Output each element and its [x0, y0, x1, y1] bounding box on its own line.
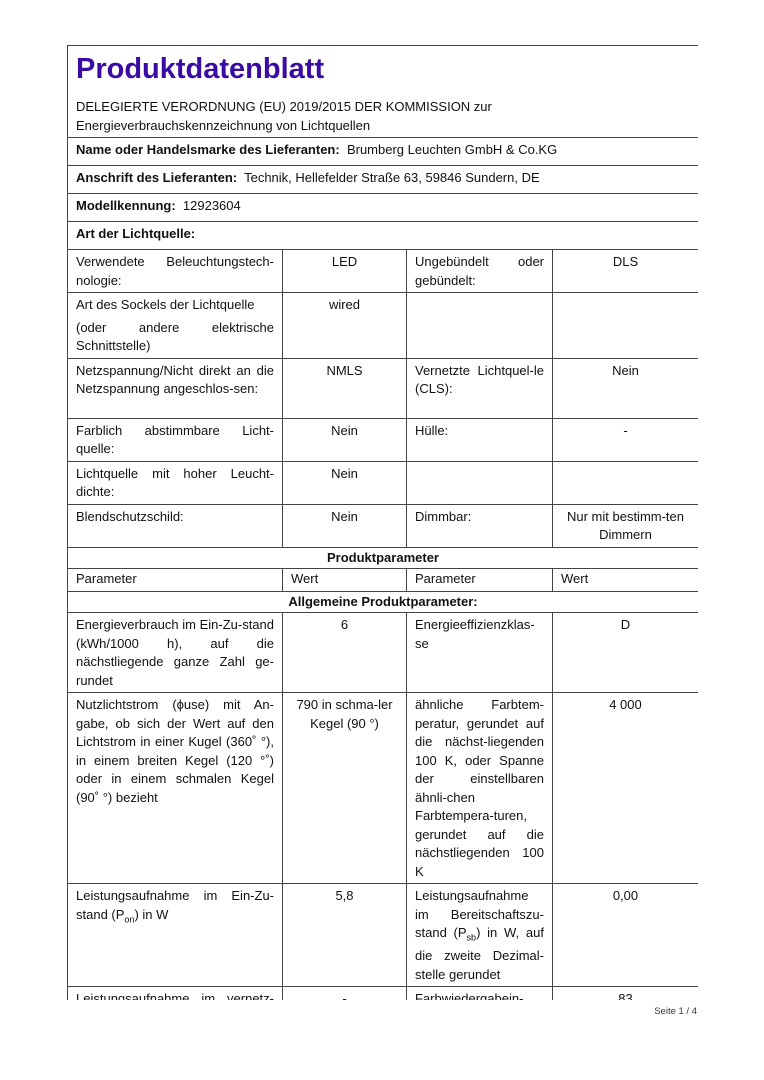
column-header-value: Wert [552, 568, 698, 592]
param-text: ) in W [134, 906, 169, 922]
model-value: 12923604 [182, 198, 241, 213]
value-cell: 790 in schma-ler Kegel (90 °) [282, 692, 407, 884]
param-text: Leistungsaufnahme im Ein-Zu-stand (P [76, 888, 274, 922]
value-cell: DLS [552, 249, 698, 293]
param-cell: Verwendete Beleuchtungstech-nologie: [67, 249, 283, 293]
supplier-address-value: Technik, Hellefelder Straße 63, 59846 Su… [244, 170, 540, 185]
param-text: ) in W, auf die zweite Dezimal-stelle ge… [415, 925, 544, 982]
supplier-address-row: Anschrift des Lieferanten: Technik, Hell… [67, 165, 698, 194]
param-cell: Farbwiedergabein-dex, auf die [406, 986, 553, 1000]
table-row: Verwendete Beleuchtungstech-nologie: LED… [67, 249, 698, 293]
param-cell: Leistungsaufnahme im Ein-Zu-stand (Pon) … [67, 882, 283, 988]
value-cell: wired [282, 292, 407, 359]
param-text: Art des Sockels der Lichtquelle [76, 297, 255, 312]
param-cell: Leistungsaufnahme im vernetz-ten Bereits… [67, 986, 283, 1000]
value-cell: - [552, 417, 698, 462]
table-row: Lichtquelle mit hoher Leucht-dichte: Nei… [67, 460, 698, 505]
general-params-heading: Allgemeine Produktparameter: [67, 590, 698, 613]
param-cell: Ungebündelt oder gebündelt: [406, 249, 553, 293]
value-cell: Nein [282, 460, 407, 505]
datasheet-table: Produktdatenblatt DELEGIERTE VERORDNUNG … [67, 45, 698, 1000]
value-cell [552, 460, 698, 505]
table-row: Farblich abstimmbare Licht-quelle: Nein … [67, 417, 698, 462]
param-cell: Vernetzte Lichtquel-le (CLS): [406, 357, 553, 419]
value-cell: D [552, 612, 698, 693]
table-row: Art des Sockels der Lichtquelle (oder and… [67, 292, 698, 359]
column-header-value: Wert [282, 568, 407, 592]
value-cell [552, 292, 698, 359]
column-header-param: Parameter [406, 568, 553, 592]
column-header-row: Parameter Wert Parameter Wert [67, 568, 698, 592]
param-cell: Netzspannung/Nicht direkt an die Netzspa… [67, 357, 283, 419]
value-cell: 6 [282, 612, 407, 693]
section-heading-row: Produktparameter [67, 546, 698, 569]
table-row: Leistungsaufnahme im vernetz-ten Bereits… [67, 986, 698, 1000]
param-text-note: (oder andere elektrische Schnittstelle) [76, 319, 274, 354]
section-heading-row: Allgemeine Produktparameter: [67, 590, 698, 613]
value-cell: - [282, 986, 407, 1000]
value-cell: 83 [552, 986, 698, 1000]
param-cell [406, 292, 553, 359]
param-cell: Art des Sockels der Lichtquelle (oder and… [67, 292, 283, 359]
value-cell: Nur mit bestimm-ten Dimmern [552, 503, 698, 548]
param-subscript: sb [466, 932, 477, 943]
value-cell: 5,8 [282, 882, 407, 988]
table-row: Nutzlichtstrom (ϕuse) mit An-gabe, ob si… [67, 692, 698, 884]
regulation-line-2: Energieverbrauchskennzeichnung von Licht… [76, 118, 371, 133]
supplier-name-row: Name oder Handelsmarke des Lieferanten: … [67, 137, 698, 166]
param-subscript: on [124, 914, 135, 925]
light-type-label: Art der Lichtquelle: [76, 226, 196, 241]
value-cell: 4 000 [552, 692, 698, 884]
light-type-row: Art der Lichtquelle: [67, 221, 698, 250]
supplier-name-value: Brumberg Leuchten GmbH & Co.KG [346, 142, 558, 157]
value-cell: Nein [552, 357, 698, 419]
param-cell: Hülle: [406, 417, 553, 462]
param-cell: Lichtquelle mit hoher Leucht-dichte: [67, 460, 283, 505]
table-row: Blendschutzschild: Nein Dimmbar: Nur mit… [67, 503, 698, 548]
table-row: Leistungsaufnahme im Ein-Zu-stand (Pon) … [67, 882, 698, 988]
value-cell: 0,00 [552, 882, 698, 988]
regulation-line-1: DELEGIERTE VERORDNUNG (EU) 2019/2015 DER… [76, 99, 492, 114]
value-cell: Nein [282, 417, 407, 462]
table-row: Energieverbrauch im Ein-Zu-stand (kWh/10… [67, 612, 698, 693]
supplier-name-label: Name oder Handelsmarke des Lieferanten: [76, 142, 340, 157]
param-cell: Energieverbrauch im Ein-Zu-stand (kWh/10… [67, 612, 283, 693]
model-row: Modellkennung: 12923604 [67, 193, 698, 222]
param-text: Leistungsaufnahme im Bereitschaftszu-sta… [415, 888, 544, 940]
param-cell: Farblich abstimmbare Licht-quelle: [67, 417, 283, 462]
param-cell: Nutzlichtstrom (ϕuse) mit An-gabe, ob si… [67, 692, 283, 884]
param-cell: Blendschutzschild: [67, 503, 283, 548]
value-cell: Nein [282, 503, 407, 548]
model-label: Modellkennung: [76, 198, 176, 213]
product-params-heading: Produktparameter [67, 546, 698, 569]
datasheet: Produktdatenblatt DELEGIERTE VERORDNUNG … [67, 45, 698, 1000]
column-header-param: Parameter [67, 568, 283, 592]
table-row: Netzspannung/Nicht direkt an die Netzspa… [67, 357, 698, 419]
param-cell: Leistungsaufnahme im Bereitschaftszu-sta… [406, 882, 553, 988]
param-cell [406, 460, 553, 505]
page-title: Produktdatenblatt [76, 53, 325, 85]
param-text: Leistungsaufnahme im vernetz-ten Bereits… [76, 991, 274, 1000]
supplier-address-label: Anschrift des Lieferanten: [76, 170, 238, 185]
value-cell: NMLS [282, 357, 407, 419]
param-cell: ähnliche Farbtem-peratur, gerundet auf d… [406, 692, 553, 884]
param-cell: Dimmbar: [406, 503, 553, 548]
header-row: Produktdatenblatt DELEGIERTE VERORDNUNG … [67, 45, 698, 138]
param-cell: Energieeffizienzklas-se [406, 612, 553, 693]
value-cell: LED [282, 249, 407, 293]
page-number: Seite 1 / 4 [654, 1006, 697, 1017]
